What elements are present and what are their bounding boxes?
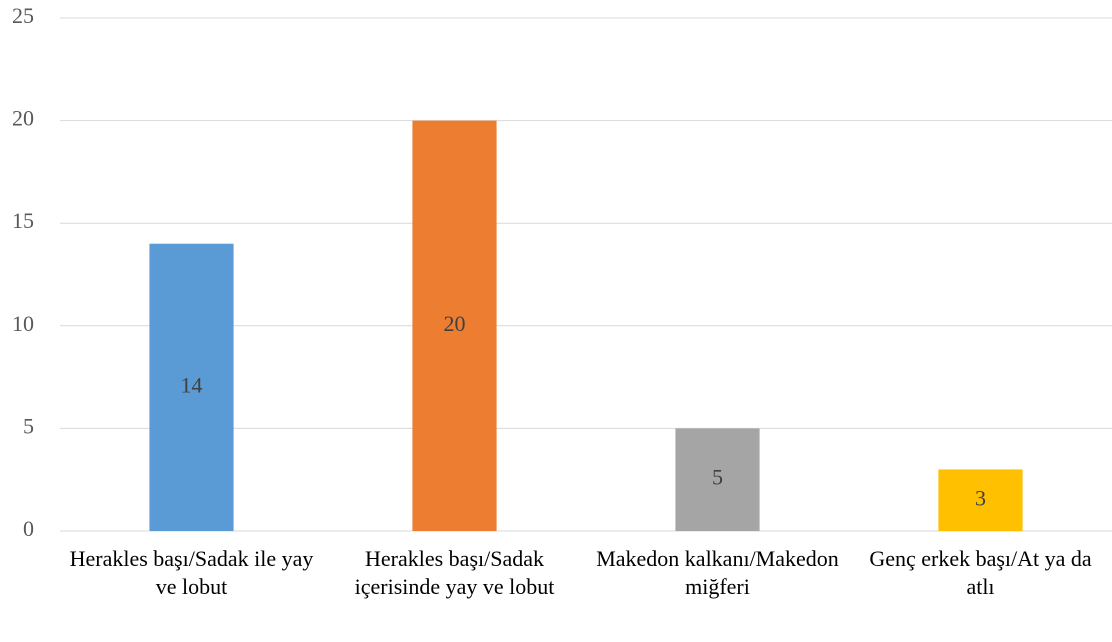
y-tick-label: 25 [12,3,34,28]
y-tick-label: 5 [23,413,34,438]
bar [412,120,497,531]
data-label: 3 [975,485,986,510]
x-tick-label: Herakles başı/Sadak ile yay ve lobut [69,546,314,599]
bar [149,243,234,531]
data-label: 14 [181,372,203,397]
y-tick-label: 0 [23,516,34,541]
x-tick-label: Genç erkek başı/At ya da atlı [869,546,1092,599]
data-label: 5 [712,465,723,490]
bar [938,469,1023,531]
y-tick-label: 15 [12,208,34,233]
x-tick-label: Makedon kalkanı/Makedon miğferi [596,546,839,599]
bar [675,428,760,531]
y-tick-label: 10 [12,311,34,336]
x-tick-label: Herakles başı/Sadak içerisinde yay ve lo… [354,546,555,599]
data-label: 20 [444,311,466,336]
y-tick-label: 20 [12,106,34,131]
